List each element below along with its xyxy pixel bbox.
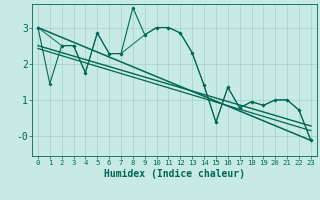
X-axis label: Humidex (Indice chaleur): Humidex (Indice chaleur) — [104, 169, 245, 179]
